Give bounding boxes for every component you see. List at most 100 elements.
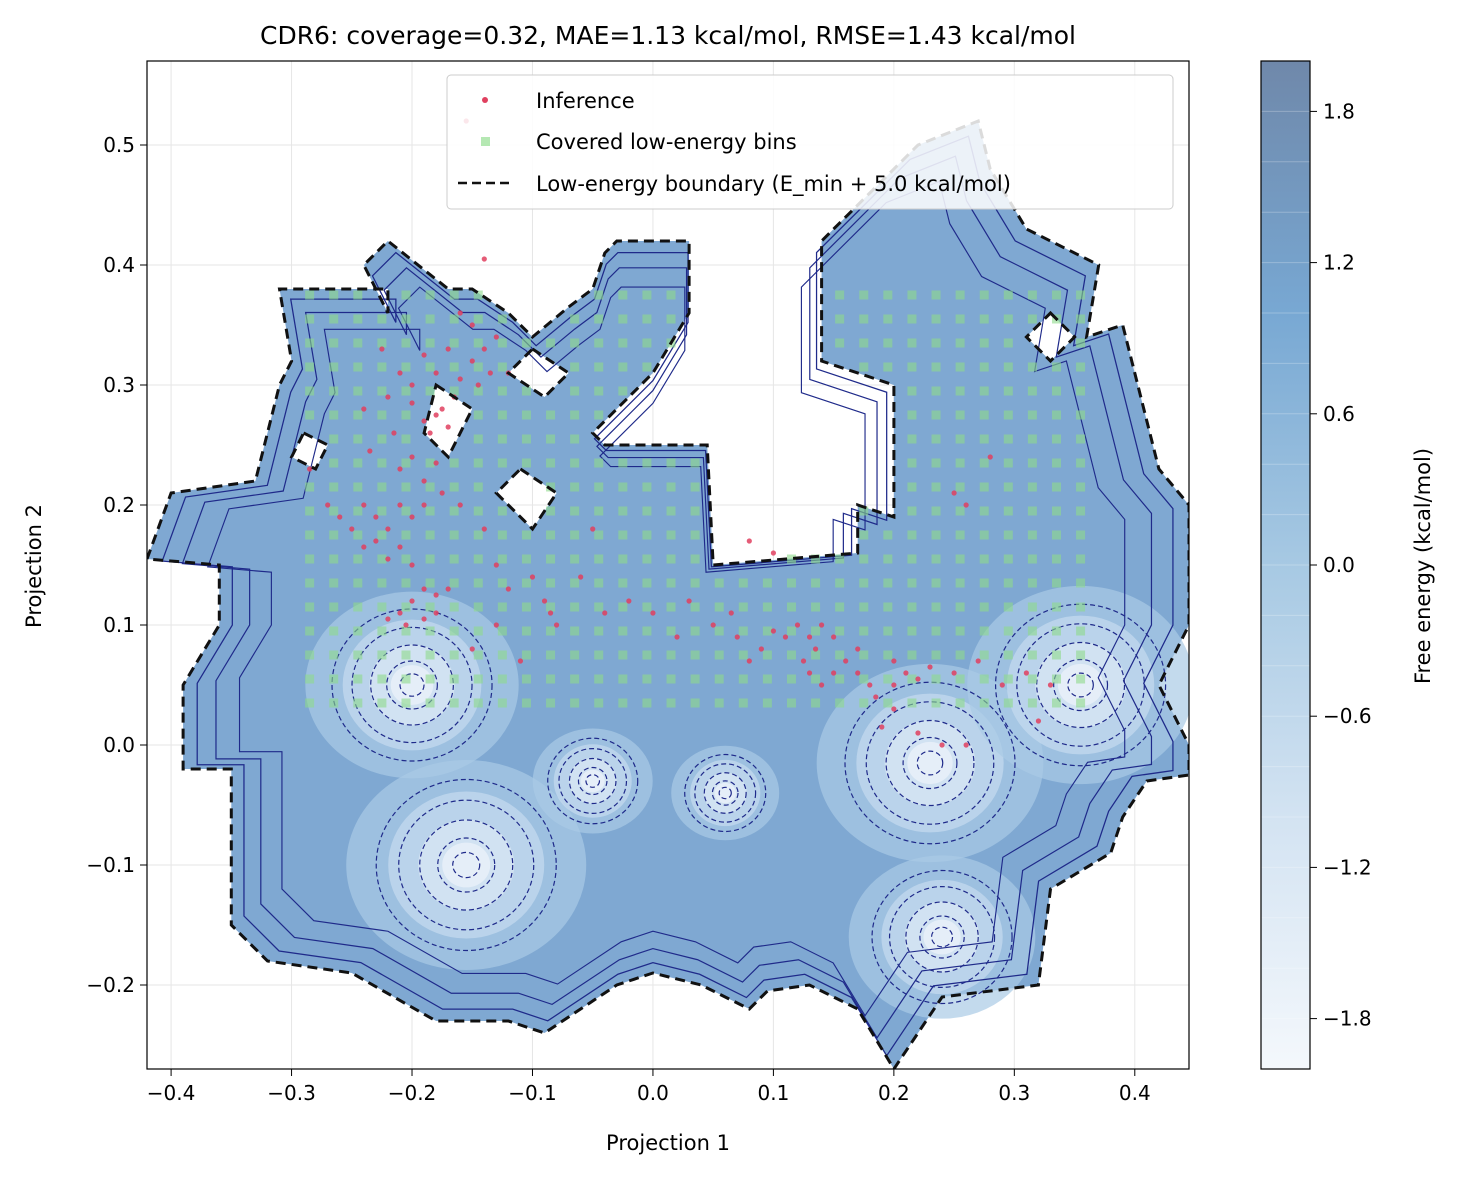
- covered-bin-marker: [329, 338, 339, 348]
- inference-point: [361, 544, 367, 550]
- inference-point: [831, 634, 837, 640]
- covered-bin-marker: [570, 362, 580, 372]
- inference-point: [469, 646, 475, 652]
- low-energy-boundary-hole: [1024, 310, 1077, 364]
- covered-bin-marker: [449, 482, 459, 492]
- covered-bin-marker: [714, 674, 724, 684]
- plot-frame: [146, 60, 1190, 1070]
- covered-bin-marker: [1051, 578, 1061, 588]
- inference-point: [710, 622, 716, 628]
- inference-point: [927, 664, 933, 670]
- inference-point: [445, 424, 451, 430]
- covered-bin-marker: [449, 626, 459, 636]
- covered-bin-marker: [570, 650, 580, 660]
- covered-bin-marker: [401, 434, 411, 444]
- basin-level: [714, 782, 737, 804]
- covered-bin-marker: [1076, 338, 1086, 348]
- inference-point: [505, 586, 511, 592]
- contour-dashed: [694, 763, 757, 823]
- inference-point: [812, 646, 819, 652]
- inference-point: [1047, 682, 1054, 688]
- inference-point: [547, 610, 554, 616]
- covered-bin-marker: [786, 698, 796, 708]
- covered-bin-marker: [642, 314, 652, 324]
- covered-bin-marker: [907, 362, 917, 372]
- covered-bin-marker: [425, 506, 435, 516]
- covered-bin-marker: [449, 458, 459, 468]
- covered-bin-marker: [618, 650, 628, 660]
- covered-bin-marker: [618, 482, 628, 492]
- inference-point: [433, 412, 439, 418]
- colorbar-tick-label: −1.2: [1323, 855, 1372, 879]
- inference-point: [963, 502, 969, 508]
- covered-bin-marker: [449, 362, 459, 372]
- covered-bin-marker: [401, 314, 411, 324]
- covered-bin-marker: [859, 650, 869, 660]
- inference-point: [728, 610, 734, 616]
- covered-bin-marker: [859, 674, 869, 684]
- inference-point: [481, 526, 487, 532]
- y-tick-label: 0.5: [103, 133, 135, 157]
- inference-point: [873, 694, 879, 700]
- covered-bin-marker: [979, 458, 989, 468]
- covered-bin-marker: [690, 626, 700, 636]
- covered-bin-marker: [594, 578, 604, 588]
- y-axis: −0.2 −0.1 0.0 0.1 0.2 0.3 0.4 0.5: [86, 133, 147, 997]
- covered-bin-marker: [1027, 674, 1037, 684]
- covered-bin-marker: [425, 290, 435, 300]
- covered-bin-marker: [931, 530, 941, 540]
- covered-bin-marker: [570, 626, 580, 636]
- colorbar-levels: [1261, 110, 1310, 1020]
- covered-bin-marker: [570, 578, 580, 588]
- covered-bin-marker: [883, 674, 893, 684]
- covered-bin-marker: [1003, 362, 1013, 372]
- covered-bin-marker: [1027, 362, 1037, 372]
- contour-dashed: [888, 885, 996, 988]
- covered-bin-marker: [425, 626, 435, 636]
- covered-bin-marker: [425, 386, 435, 396]
- contour-dashed: [547, 737, 639, 825]
- inference-point: [469, 322, 475, 328]
- covered-bin-marker: [931, 554, 941, 564]
- covered-bin-marker: [521, 338, 531, 348]
- covered-bin-marker: [329, 410, 339, 420]
- covered-bin-marker: [618, 386, 628, 396]
- covered-bin-marker: [570, 506, 580, 516]
- covered-bin-marker: [497, 650, 507, 660]
- inference-point: [457, 502, 463, 508]
- inference-point: [439, 406, 445, 412]
- inference-point: [433, 460, 439, 466]
- covered-bin-marker: [786, 602, 796, 612]
- covered-bin-marker: [401, 482, 411, 492]
- covered-bin-marker: [353, 578, 363, 588]
- inference-point: [409, 562, 415, 568]
- inference-point: [975, 658, 981, 664]
- covered-bin-marker: [979, 290, 989, 300]
- y-tick-label: 0.3: [103, 373, 135, 397]
- covered-bin-marker: [305, 338, 315, 348]
- basin-level: [442, 842, 491, 888]
- covered-bin-marker: [618, 290, 628, 300]
- inference-point: [421, 478, 427, 484]
- low-energy-boundary-hole: [289, 430, 330, 472]
- covered-bin-marker: [329, 290, 339, 300]
- covered-bin-marker: [1076, 554, 1086, 564]
- x-axis: −0.4 −0.3 −0.2 −0.1 0.0 0.1 0.2 0.3 0.4: [147, 1069, 1151, 1105]
- covered-bin-marker: [570, 602, 580, 612]
- covered-bin-marker: [329, 530, 339, 540]
- covered-bin-marker: [1027, 386, 1037, 396]
- covered-bin-marker: [666, 506, 676, 516]
- covered-bin-marker: [666, 650, 676, 660]
- covered-bin-marker: [955, 434, 965, 444]
- inference-point: [421, 418, 427, 424]
- covered-bin-marker: [1051, 386, 1061, 396]
- inference-layer: [307, 118, 1054, 748]
- covered-bin-marker: [449, 554, 459, 564]
- covered-bin-marker: [425, 674, 435, 684]
- covered-bin-marker: [546, 674, 556, 684]
- contour-dashed: [419, 819, 514, 911]
- covered-bin-marker: [1051, 602, 1061, 612]
- covered-bin-marker: [1051, 458, 1061, 468]
- covered-bin-marker: [1076, 482, 1086, 492]
- colorbar-gradient: [1261, 61, 1310, 1069]
